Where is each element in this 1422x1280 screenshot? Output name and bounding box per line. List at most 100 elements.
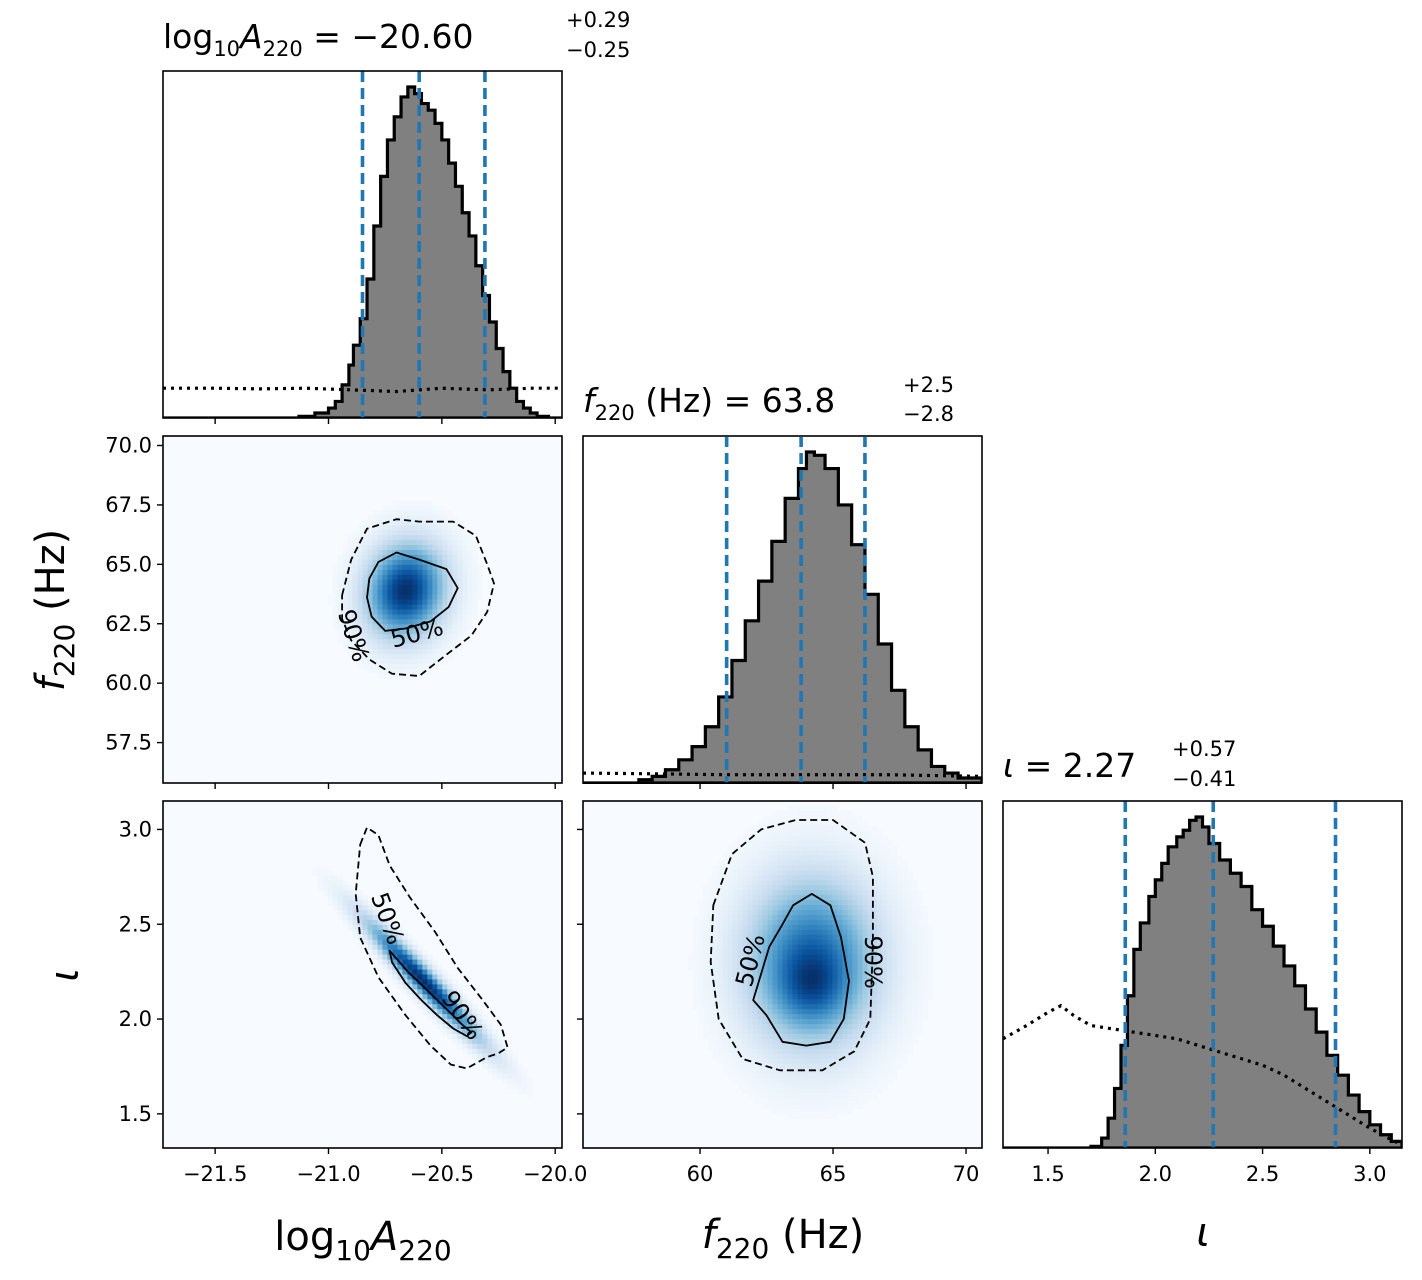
amplitude-frequency-density-cell (432, 520, 438, 526)
frequency-inclination-density-cell (732, 915, 739, 921)
frequency-inclination-density-cell (717, 949, 724, 956)
amplitude-frequency-density-cell (422, 604, 428, 611)
amplitude-inclination-density-cell (467, 1014, 473, 1020)
frequency-inclination-density-cell (817, 845, 823, 852)
amplitude-inclination-density-cell (327, 895, 334, 901)
amplitude-frequency-density-cell (387, 540, 394, 546)
frequency-inclination-density-cell (762, 984, 769, 990)
amplitude-frequency-density-cell (467, 594, 473, 601)
frequency-inclination-density-cell (917, 895, 923, 901)
amplitude-inclination-density-cell (452, 994, 458, 1000)
frequency-inclination-density-cell (787, 994, 794, 1000)
frequency-inclination-density-cell (767, 954, 774, 961)
frequency-inclination-density-cell (727, 959, 734, 966)
frequency-inclination-density-cell (757, 989, 764, 995)
amplitude-frequency-density-cell (432, 664, 438, 670)
amplitude-frequency-density-cell (377, 599, 384, 606)
frequency-inclination-density-cell (742, 875, 749, 881)
frequency-inclination-density-cell (792, 1093, 799, 1100)
frequency-inclination-density-cell (912, 1009, 918, 1015)
amplitude-frequency-density-cell (422, 634, 428, 640)
frequency-inclination-density-cell (802, 1068, 809, 1075)
amplitude-frequency-density-cell (402, 515, 408, 521)
frequency-inclination-density-cell (732, 984, 739, 990)
amplitude-frequency-density-cell (462, 599, 468, 606)
frequency-inclination-density-cell (717, 929, 724, 936)
frequency-inclination-density-cell (787, 1098, 794, 1104)
frequency-inclination-density-cell (827, 835, 833, 842)
frequency-inclination-density-cell (912, 989, 918, 995)
frequency-inclination-density-cell (777, 1108, 784, 1114)
amplitude-frequency-density-cell (377, 584, 384, 591)
frequency-inclination-density-cell (857, 1024, 863, 1030)
frequency-inclination-density-cell (692, 959, 699, 966)
amplitude-frequency-density-cell (362, 535, 369, 541)
frequency-inclination-density-cell (837, 1068, 843, 1075)
amplitude-frequency-density-cell (472, 574, 478, 581)
frequency-inclination-density-cell (797, 989, 804, 995)
amplitude-inclination-density-cell (482, 1053, 488, 1060)
amplitude-frequency-density-cell (407, 659, 413, 665)
amplitude-inclination-density-cell (457, 1009, 463, 1015)
frequency-inclination-density-cell (777, 1103, 784, 1109)
frequency-inclination-density-cell (697, 929, 704, 936)
amplitude-frequency-density-cell (442, 559, 448, 566)
frequency-inclination-density-cell (832, 1068, 838, 1075)
amplitude-frequency-density-cell (432, 639, 438, 645)
frequency-inclination-density-cell (782, 885, 789, 891)
frequency-inclination-density-cell (827, 1033, 833, 1040)
frequency-inclination-density-cell (782, 815, 789, 822)
frequency-inclination-density-cell (852, 994, 858, 1000)
amplitude-frequency-density-cell (352, 644, 359, 650)
amplitude-inclination-density-cell (437, 1024, 443, 1030)
frequency-inclination-density-cell (772, 944, 779, 951)
amplitude-inclination-density-cell (422, 969, 428, 976)
frequency-inclination-density-cell (857, 1004, 863, 1010)
frequency-inclination-density-cell (692, 984, 699, 990)
amplitude-frequency-density-cell (392, 668, 399, 675)
amplitude-frequency-density-cell (422, 550, 428, 556)
frequency-inclination-density-cell (827, 820, 833, 827)
frequency-inclination-density-cell (777, 1024, 784, 1030)
amplitude-frequency-density-cell (377, 639, 384, 645)
frequency-inclination-density-cell (747, 1033, 754, 1040)
amplitude-frequency-density-cell (472, 579, 478, 586)
amplitude-frequency-density-cell (462, 589, 468, 596)
frequency-inclination-density-cell (907, 895, 913, 901)
frequency-inclination-density-cell (907, 1014, 913, 1020)
frequency-inclination-density-cell (907, 885, 913, 891)
frequency-inclination-density-cell (737, 1068, 744, 1075)
frequency-inclination-density-cell (892, 984, 898, 990)
frequency-inclination-density-cell (832, 885, 838, 891)
amplitude-inclination-density-cell (357, 895, 364, 901)
frequency-inclination-density-cell (822, 875, 828, 881)
frequency-inclination-density-cell (862, 964, 868, 971)
frequency-inclination-density-cell (852, 900, 858, 906)
amplitude-frequency-density-cell (397, 619, 403, 625)
frequency-inclination-density-cell (732, 875, 739, 881)
frequency-inclination-density-cell (792, 915, 799, 921)
frequency-inclination-density-cell (717, 1014, 724, 1020)
frequency-inclination-density-cell (792, 1043, 799, 1050)
frequency-inclination-density-cell (832, 860, 838, 867)
frequency-inclination-density-cell (767, 890, 774, 896)
frequency-inclination-density-cell (782, 919, 789, 926)
amplitude-frequency-density-cell (457, 634, 463, 640)
amplitude-frequency-density-cell (402, 654, 408, 660)
amplitude-frequency-density-cell (387, 530, 394, 536)
frequency-inclination-density-cell (852, 1024, 858, 1030)
frequency-inclination-density-cell (847, 994, 853, 1000)
amplitude-inclination-density-cell (487, 1058, 493, 1065)
frequency-inclination-density-cell (907, 939, 913, 946)
amplitude-frequency-density-cell (457, 584, 463, 591)
frequency-inclination-density-cell (867, 1068, 873, 1075)
frequency-inclination-density-cell (837, 1058, 843, 1065)
frequency-inclination-density-cell (837, 900, 843, 906)
frequency-inclination-density-cell (717, 989, 724, 995)
amplitude-inclination-density-cell (407, 979, 413, 986)
frequency-inclination-density-cell (827, 1078, 833, 1085)
frequency-inclination-density-cell (862, 1033, 868, 1040)
frequency-inclination-density-cell (732, 1004, 739, 1010)
amplitude-frequency-density-cell (392, 634, 399, 640)
amplitude-frequency-density-cell (417, 574, 423, 581)
